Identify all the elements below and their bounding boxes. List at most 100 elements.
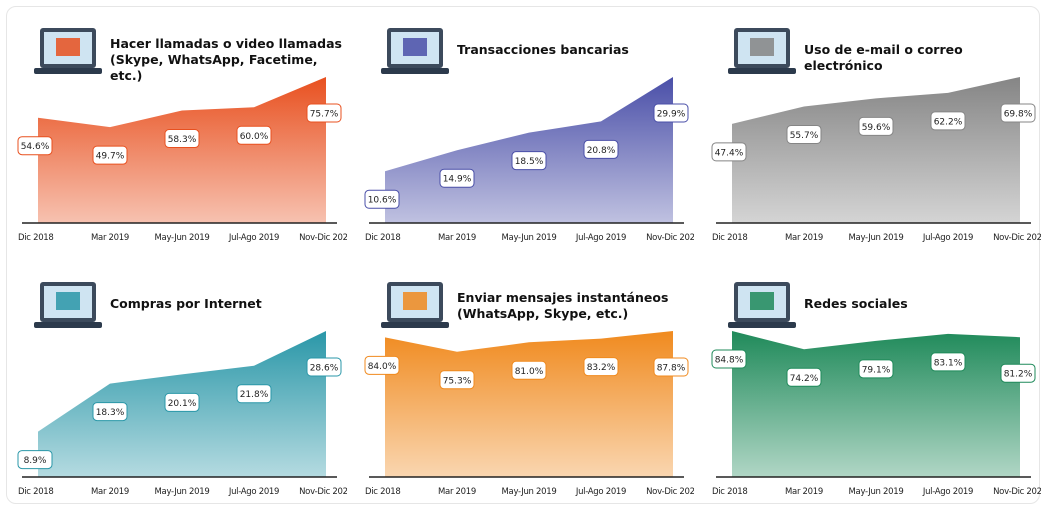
- value-label-box: [17, 450, 53, 470]
- x-tick-label: May-Jun 2019: [849, 487, 904, 497]
- chart: Dic 2018 Mar 2019 May-Jun 2019 Jul-Ago 2019…: [364, 282, 694, 497]
- value-label: 83.2%: [587, 363, 616, 373]
- value-label-box: [306, 357, 342, 377]
- value-label-box: [858, 359, 894, 379]
- icon-base: [34, 68, 102, 74]
- x-tick-label: Mar 2019: [438, 233, 476, 243]
- value-label: 74.2%: [790, 374, 819, 384]
- value-label: 75.3%: [443, 376, 472, 386]
- x-tick-label: Jul-Ago 2019: [228, 487, 279, 497]
- x-tick-label: Nov-Dic 2020: [299, 487, 347, 497]
- x-tick-label: May-Jun 2019: [502, 487, 557, 497]
- icon-base: [381, 322, 449, 328]
- x-tick-label: Jul-Ago 2019: [922, 487, 973, 497]
- value-label-box: [711, 349, 747, 369]
- value-label: 28.6%: [310, 364, 339, 374]
- x-tick-label: Dic 2018: [365, 487, 401, 497]
- value-label-box: [306, 103, 342, 123]
- x-tick-label: Dic 2018: [712, 233, 748, 243]
- panel: Dic 2018 Mar 2019 May-Jun 2019 Jul-Ago 2019…: [694, 0, 1041, 254]
- value-label-box: [164, 392, 200, 412]
- x-tick-label: Nov-Dic 2020: [299, 233, 347, 243]
- value-label-box: [17, 136, 53, 156]
- chart: Dic 2018 Mar 2019 May-Jun 2019 Jul-Ago 2019…: [17, 28, 347, 243]
- value-label: 58.3%: [168, 135, 197, 145]
- area: [385, 77, 673, 223]
- value-label-box: [786, 367, 822, 387]
- x-tick-label: Mar 2019: [91, 233, 129, 243]
- value-label-box: [583, 139, 619, 159]
- x-tick-label: Dic 2018: [18, 487, 54, 497]
- value-label: 21.8%: [240, 390, 269, 400]
- icon-base: [728, 322, 796, 328]
- chart: Dic 2018 Mar 2019 May-Jun 2019 Jul-Ago 2019…: [364, 28, 694, 243]
- icon-accent: [56, 38, 80, 56]
- x-tick-label: Dic 2018: [18, 233, 54, 243]
- area: [732, 331, 1020, 477]
- icon-accent: [403, 292, 427, 310]
- chart-title: Hacer llamadas o video llamadas (Skype, …: [110, 36, 342, 83]
- value-label: 18.5%: [515, 157, 544, 167]
- value-label-box: [653, 357, 689, 377]
- value-label-box: [236, 384, 272, 404]
- value-label-box: [1000, 103, 1036, 123]
- value-label-box: [858, 116, 894, 136]
- x-tick-label: May-Jun 2019: [849, 233, 904, 243]
- value-label-box: [236, 125, 272, 145]
- icon-accent: [56, 292, 80, 310]
- value-label-box: [439, 370, 475, 390]
- value-label: 84.0%: [368, 362, 397, 372]
- value-label: 75.7%: [310, 110, 339, 120]
- x-tick-label: Mar 2019: [438, 487, 476, 497]
- value-label: 20.1%: [168, 399, 197, 409]
- value-label: 8.9%: [24, 456, 47, 466]
- value-label: 10.6%: [368, 196, 397, 206]
- frame: [6, 6, 1040, 504]
- value-label-box: [930, 111, 966, 131]
- value-label-box: [364, 189, 400, 209]
- icon-accent: [403, 38, 427, 56]
- x-tick-label: Jul-Ago 2019: [575, 487, 626, 497]
- value-label-box: [92, 145, 128, 165]
- chart-title: Enviar mensajes instantáneos (WhatsApp, …: [457, 290, 669, 321]
- icon-base: [381, 68, 449, 74]
- value-label: 54.6%: [21, 142, 50, 152]
- x-tick-label: Nov-Dic 2020: [993, 487, 1041, 497]
- value-label: 55.7%: [790, 131, 819, 141]
- value-label: 20.8%: [587, 146, 616, 156]
- value-label: 87.8%: [657, 364, 686, 374]
- chart: Dic 2018 Mar 2019 May-Jun 2019 Jul-Ago 2019…: [17, 282, 347, 497]
- value-label: 79.1%: [862, 365, 891, 375]
- x-tick-label: Jul-Ago 2019: [228, 233, 279, 243]
- value-label: 18.3%: [96, 408, 125, 418]
- value-label-box: [511, 360, 547, 380]
- value-label-box: [1000, 363, 1036, 383]
- value-label: 49.7%: [96, 152, 125, 162]
- value-label: 81.2%: [1004, 370, 1033, 380]
- x-tick-label: May-Jun 2019: [155, 233, 210, 243]
- chart-title: Redes sociales: [804, 296, 908, 311]
- x-tick-label: Jul-Ago 2019: [922, 233, 973, 243]
- x-tick-label: Jul-Ago 2019: [575, 233, 626, 243]
- chart-title: Transacciones bancarias: [457, 42, 629, 57]
- panel: Dic 2018 Mar 2019 May-Jun 2019 Jul-Ago 2019…: [347, 254, 694, 508]
- icon-base: [34, 322, 102, 328]
- value-label-box: [653, 103, 689, 123]
- x-tick-label: May-Jun 2019: [155, 487, 210, 497]
- chart-title: Uso de e-mail o correo electrónico: [804, 42, 963, 73]
- icon-accent: [750, 38, 774, 56]
- x-tick-label: Mar 2019: [785, 233, 823, 243]
- chart: Dic 2018 Mar 2019 May-Jun 2019 Jul-Ago 2019…: [711, 28, 1041, 243]
- area: [732, 77, 1020, 223]
- value-label-box: [511, 151, 547, 171]
- value-label: 60.0%: [240, 132, 269, 142]
- x-tick-label: Nov-Dic 2020: [993, 233, 1041, 243]
- panel: Dic 2018 Mar 2019 May-Jun 2019 Jul-Ago 2019…: [0, 0, 347, 254]
- value-label: 84.8%: [715, 356, 744, 366]
- value-label-box: [583, 357, 619, 377]
- x-tick-label: Nov-Dic 2020: [646, 233, 694, 243]
- area: [38, 77, 326, 223]
- value-label-box: [164, 129, 200, 149]
- value-label: 62.2%: [934, 117, 963, 127]
